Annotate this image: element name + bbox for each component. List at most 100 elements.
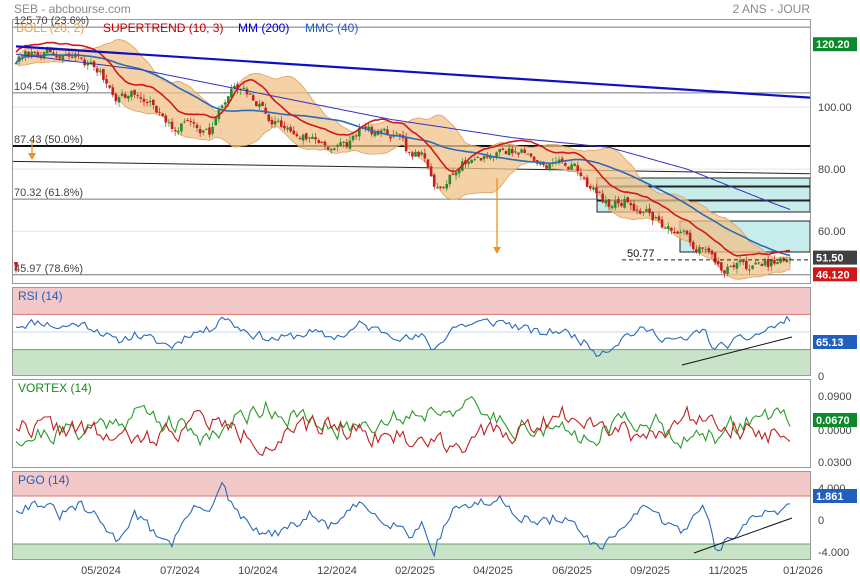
candle-body [180,123,183,132]
pgo-low-zone [12,544,810,560]
candle-body [601,193,605,203]
candle-body [186,119,189,121]
candle-body [526,153,530,155]
candle-body [604,199,608,204]
rsi-badge [813,335,857,349]
candle-body [489,156,492,159]
candle-body [423,153,427,159]
candle-body [152,99,155,105]
candle-body [404,137,408,152]
candle-body [666,226,670,229]
timeframe-label: 2 ANS - JOUR [733,2,811,16]
fibonacci-label: 125.70 (23.6%) [14,15,89,27]
candle-body [364,126,367,128]
candle-body [323,141,327,146]
candle-body [255,101,258,106]
fibonacci-label: 87.43 (50.0%) [14,134,83,146]
candle-body [504,151,508,154]
legend-supertrend: SUPERTREND (10, 3) [103,21,223,35]
rsi-overbought-zone [12,288,810,315]
candle-body [617,198,620,204]
candle-body [395,133,399,135]
candle-body [245,88,249,95]
candle-body [741,260,745,263]
vortex-plus-line [15,395,791,450]
candle-body [648,208,651,214]
candle-body [642,211,645,214]
vortex-minus-line [15,405,791,457]
candle-body [757,262,761,264]
candle-body [426,159,430,168]
candle-body [442,187,445,189]
candle-body [429,166,433,177]
candle-body [354,135,358,137]
candle-body [495,152,498,158]
candle-body [729,265,733,267]
candle-body [108,85,111,88]
candle-body [14,62,18,64]
candle-body [358,128,361,137]
pgo-badge [813,489,857,503]
candle-body [688,232,692,243]
candle-body [482,156,486,160]
candle-body [673,232,676,234]
support-line [11,160,811,175]
vortex-title: VORTEX (14) [18,381,92,395]
candle-body [411,152,414,157]
candle-body [651,211,654,221]
candle-body [248,93,252,95]
candle-body [629,203,633,206]
price-badge [813,250,857,265]
candle-body [251,95,255,101]
candle-body [155,105,158,113]
candle-body [654,217,658,219]
candle-body [298,137,302,140]
candle-body [170,121,174,130]
candle-body [136,95,140,97]
candle-body [55,55,58,58]
candle-body [61,55,65,60]
candle-body [638,210,642,214]
candle-body [233,85,236,89]
candle-body [158,111,161,113]
candle-body [214,117,218,126]
candle-body [105,79,108,84]
candle-body [532,156,536,161]
candle-body [685,230,689,235]
price-badge-label: 120.20 [816,39,850,51]
candle-body [476,156,480,158]
candle-body [407,151,411,153]
candle-body [292,130,296,135]
rsi-badge-label: 65.13 [816,337,844,349]
candle-body [161,113,164,116]
candle-body [386,129,389,136]
candle-body [276,120,280,122]
candle-body [45,49,49,54]
rsi-oversold-zone [12,349,810,376]
mm200-line [15,53,791,210]
candle-body [127,95,130,99]
candle-body [382,128,386,131]
candle-body [120,93,124,97]
candle-body [754,262,757,265]
candle-body [304,133,308,140]
candle-body [220,105,224,108]
candle-body [454,172,458,176]
x-tick-label: 07/2024 [160,565,200,577]
candle-body [573,163,576,167]
candle-body [716,261,720,265]
candle-body [785,259,789,263]
fibonacci-label: 104.54 (38.2%) [14,81,89,93]
candle-body [148,101,152,103]
candle-body [695,249,698,252]
candle-body [139,97,143,99]
candle-body [436,187,439,189]
candle-body [523,149,527,154]
candle-body [632,203,636,211]
panel-borders [12,19,811,560]
candle-body [635,209,639,211]
candle-body [613,200,617,208]
price-tick-label: 60.00 [818,226,846,238]
candle-body [273,121,277,125]
